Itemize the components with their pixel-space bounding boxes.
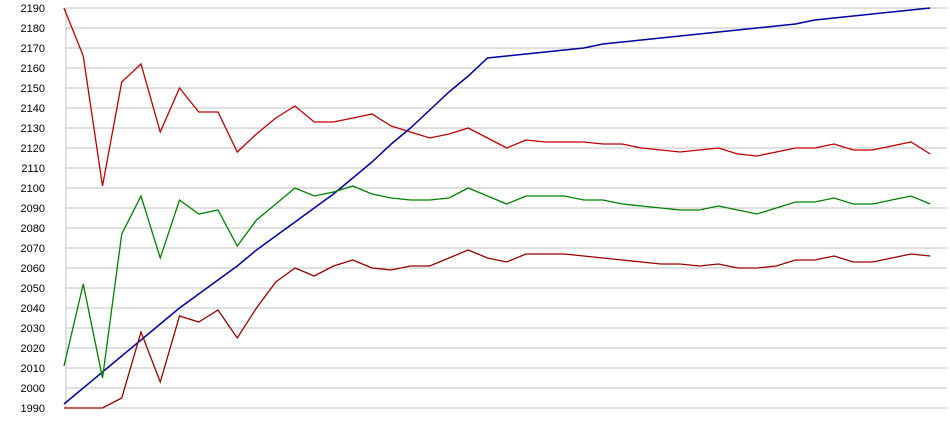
series-blue-line bbox=[63, 7, 931, 405]
y-tick-label: 2170 bbox=[21, 43, 45, 55]
data-series-lines bbox=[63, 7, 931, 409]
y-tick-label: 2100 bbox=[21, 183, 45, 195]
y-tick-label: 2160 bbox=[21, 63, 45, 75]
y-axis-tick-labels: 2190 2180 2170 2160 2150 2140 2130 2120 2110 2100… bbox=[21, 3, 45, 415]
y-tick-label: 2080 bbox=[21, 223, 45, 235]
series-green-line bbox=[63, 185, 931, 379]
y-tick-label: 2180 bbox=[21, 23, 45, 35]
y-tick-label: 2050 bbox=[21, 283, 45, 295]
y-tick-label: 2000 bbox=[21, 383, 45, 395]
y-tick-label: 2120 bbox=[21, 143, 45, 155]
y-tick-label: 2070 bbox=[21, 243, 45, 255]
series-upper-red-line bbox=[63, 7, 931, 187]
y-tick-label: 2140 bbox=[21, 103, 45, 115]
y-tick-label: 2130 bbox=[21, 123, 45, 135]
y-tick-label: 2110 bbox=[21, 163, 45, 175]
y-tick-label: 1990 bbox=[21, 403, 45, 415]
y-tick-label: 2150 bbox=[21, 83, 45, 95]
y-tick-label: 2060 bbox=[21, 263, 45, 275]
gridlines bbox=[66, 7, 947, 409]
y-tick-label: 2190 bbox=[21, 3, 45, 15]
y-tick-label: 2020 bbox=[21, 343, 45, 355]
y-tick-label: 2030 bbox=[21, 323, 45, 335]
y-tick-label: 2010 bbox=[21, 363, 45, 375]
series-lower-red-line bbox=[64, 249, 931, 409]
y-tick-label: 2040 bbox=[21, 303, 45, 315]
y-tick-label: 2090 bbox=[21, 203, 45, 215]
